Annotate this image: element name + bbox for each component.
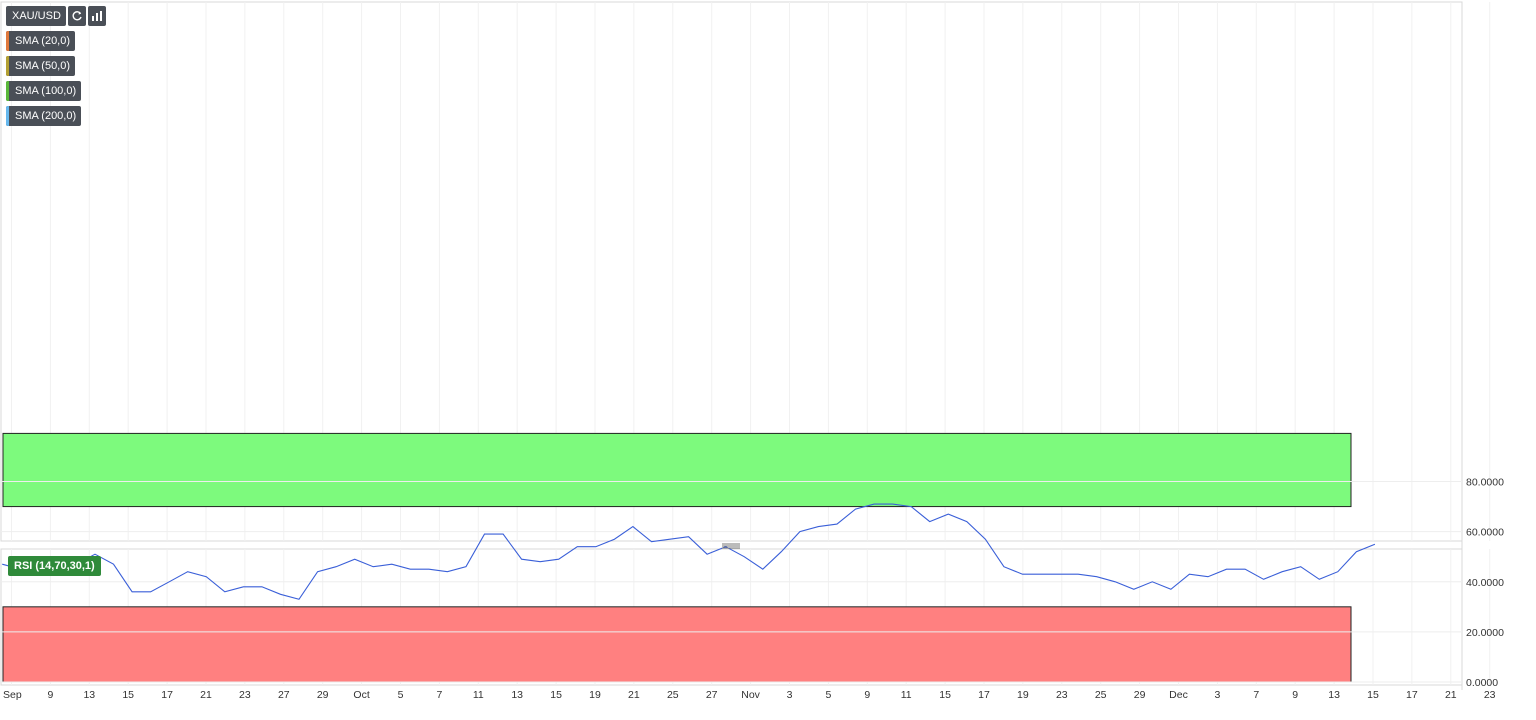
rsi-tick-label: 60.0000 bbox=[1466, 527, 1504, 539]
x-tick-label: 23 bbox=[1056, 689, 1068, 701]
x-tick-label: 11 bbox=[473, 689, 484, 701]
x-tick-label: 23 bbox=[239, 689, 251, 701]
x-tick-label: 17 bbox=[161, 689, 173, 701]
x-tick-label: 19 bbox=[1017, 689, 1029, 701]
chart-bars-button[interactable] bbox=[87, 6, 106, 26]
sma-200-label: SMA (200,0) bbox=[15, 110, 77, 122]
sma-200-swatch bbox=[6, 106, 9, 126]
x-tick-label: 13 bbox=[511, 689, 523, 701]
x-tick-label: Sep bbox=[3, 689, 22, 701]
legend-panel: XAU/USD SMA (20,0) SMA (50,0) bbox=[6, 6, 106, 131]
x-tick-label: 15 bbox=[122, 689, 134, 701]
sma-20-tag[interactable]: SMA (20,0) bbox=[6, 31, 76, 51]
symbol-row: XAU/USD bbox=[6, 6, 106, 26]
sma-row-200: SMA (200,0) bbox=[6, 106, 106, 126]
x-tick-label: 29 bbox=[317, 689, 329, 701]
sma-100-label: SMA (100,0) bbox=[15, 85, 77, 97]
sma-50-label: SMA (50,0) bbox=[15, 60, 71, 72]
x-tick-label: 27 bbox=[278, 689, 290, 701]
rsi-tag[interactable]: RSI (14,70,30,1) bbox=[8, 556, 101, 576]
sma-20-label: SMA (20,0) bbox=[15, 35, 71, 47]
x-tick-label: 5 bbox=[398, 689, 404, 701]
x-tick-label: Dec bbox=[1169, 689, 1188, 701]
pane-resize-handle[interactable] bbox=[722, 543, 740, 549]
x-tick-label: 17 bbox=[1406, 689, 1418, 701]
sma-20-swatch bbox=[6, 31, 9, 51]
x-tick-label: 27 bbox=[706, 689, 718, 701]
rsi-tick-label: 20.0000 bbox=[1466, 627, 1504, 639]
x-tick-label: 21 bbox=[628, 689, 640, 701]
x-tick-label: 19 bbox=[589, 689, 601, 701]
x-tick-label: Nov bbox=[741, 689, 760, 701]
x-tick-label: 23 bbox=[1484, 689, 1496, 701]
sma-100-tag[interactable]: SMA (100,0) bbox=[6, 81, 82, 101]
x-tick-label: 15 bbox=[550, 689, 562, 701]
x-tick-label: 17 bbox=[978, 689, 990, 701]
x-tick-label: 9 bbox=[47, 689, 53, 701]
x-tick-label: 3 bbox=[787, 689, 793, 701]
rsi-tick-label: 0.0000 bbox=[1466, 677, 1498, 689]
x-tick-label: 7 bbox=[1253, 689, 1259, 701]
x-tick-label: 7 bbox=[436, 689, 442, 701]
sma-200-tag[interactable]: SMA (200,0) bbox=[6, 106, 82, 126]
x-tick-label: 29 bbox=[1134, 689, 1146, 701]
x-tick-label: 13 bbox=[83, 689, 95, 701]
rsi-tick-label: 80.0000 bbox=[1466, 477, 1504, 489]
sma-50-tag[interactable]: SMA (50,0) bbox=[6, 56, 76, 76]
refresh-button[interactable] bbox=[67, 6, 86, 26]
x-tick-label: 3 bbox=[1214, 689, 1220, 701]
x-tick-label: 11 bbox=[901, 689, 912, 701]
x-tick-label: 13 bbox=[1328, 689, 1340, 701]
rsi-line bbox=[2, 503, 1376, 600]
x-tick-label: 15 bbox=[1367, 689, 1379, 701]
x-tick-label: 25 bbox=[667, 689, 679, 701]
sma-100-swatch bbox=[6, 81, 9, 101]
sma-50-swatch bbox=[6, 56, 9, 76]
x-tick-label: 21 bbox=[200, 689, 212, 701]
rsi-overbought-zone bbox=[2, 432, 1352, 508]
sma-row-20: SMA (20,0) bbox=[6, 31, 106, 51]
sma-row-50: SMA (50,0) bbox=[6, 56, 106, 76]
symbol-label: XAU/USD bbox=[12, 10, 61, 22]
sma-row-100: SMA (100,0) bbox=[6, 81, 106, 101]
chart-bars-icon bbox=[91, 11, 102, 21]
x-tick-label: 25 bbox=[1095, 689, 1107, 701]
rsi-oversold-zone bbox=[2, 606, 1352, 683]
x-tick-label: 9 bbox=[864, 689, 870, 701]
x-tick-label: Oct bbox=[353, 689, 369, 701]
x-tick-label: 9 bbox=[1292, 689, 1298, 701]
x-tick-label: 21 bbox=[1445, 689, 1457, 701]
x-tick-label: 5 bbox=[825, 689, 831, 701]
rsi-tick-label: 40.0000 bbox=[1466, 577, 1504, 589]
refresh-icon bbox=[72, 11, 82, 21]
x-tick-label: 15 bbox=[939, 689, 951, 701]
symbol-tag[interactable]: XAU/USD bbox=[6, 6, 66, 26]
